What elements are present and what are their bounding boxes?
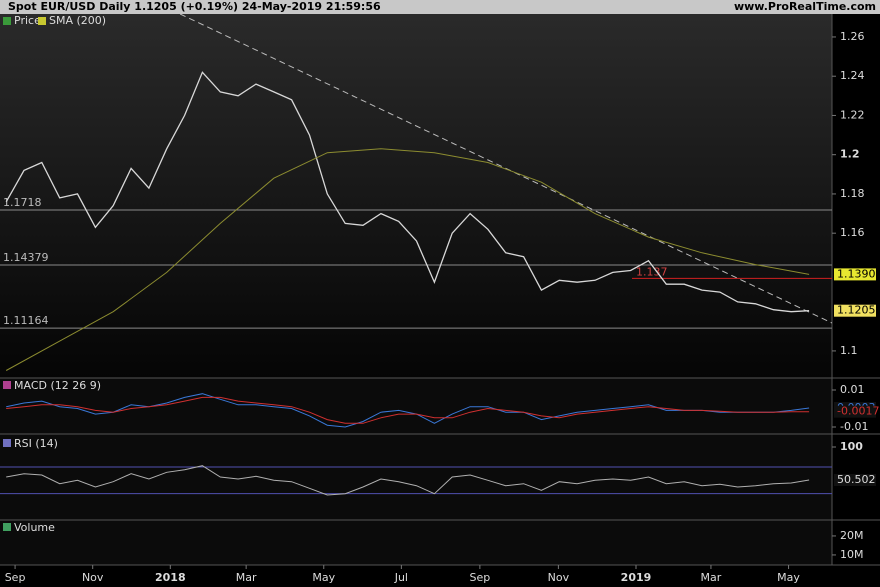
series-line xyxy=(6,396,810,424)
lower-panels xyxy=(0,378,832,565)
y-tick-label: 20M xyxy=(840,529,864,542)
y-tick-label: 1.22 xyxy=(840,108,865,121)
x-tick-label: Sep xyxy=(470,571,491,584)
x-tick-label: May xyxy=(312,571,335,584)
panel-icon xyxy=(3,381,11,389)
last-value-tag-box xyxy=(834,268,876,281)
x-tick-label: Nov xyxy=(548,571,570,584)
last-value-tag: -0.0017 xyxy=(837,405,879,418)
x-tick-label: Nov xyxy=(82,571,104,584)
last-value-tag-box xyxy=(834,405,876,418)
header-title: Spot EUR/USD Daily 1.1205 (+0.19%) 24-Ma… xyxy=(8,0,381,13)
support-label: 1.1718 xyxy=(3,196,42,209)
legend-label: SMA (200) xyxy=(49,14,106,27)
x-tick-label: 2019 xyxy=(621,571,652,584)
last-value-tag: 1.1390 xyxy=(837,267,876,280)
last-value-tag-box xyxy=(834,473,876,486)
panel-title: MACD (12 26 9) xyxy=(14,379,101,392)
x-tick-label: Jul xyxy=(394,571,408,584)
resistance-label: 1.137 xyxy=(636,265,668,278)
y-tick-label: 1.18 xyxy=(840,187,865,200)
y-tick-label: 0.01 xyxy=(840,383,865,396)
panel-title: RSI (14) xyxy=(14,437,58,450)
legend-swatch xyxy=(3,17,11,25)
series-line xyxy=(6,393,810,428)
support-label: 1.14379 xyxy=(3,251,49,264)
y-tick-label: -0.01 xyxy=(840,420,868,433)
y-tick-label: 100 xyxy=(840,440,863,453)
y-tick-label: 1.24 xyxy=(840,69,865,82)
series-line xyxy=(5,71,810,313)
panel-icon xyxy=(3,439,11,447)
y-tick-label: 1.2 xyxy=(840,148,860,161)
series-line xyxy=(5,148,810,371)
x-tick-label: 2018 xyxy=(155,571,186,584)
last-value-tag-box xyxy=(834,304,876,317)
y-tick-label: 1.16 xyxy=(840,226,865,239)
x-tick-label: Mar xyxy=(236,571,257,584)
header-bar xyxy=(0,0,880,14)
y-tick-label: 1.1 xyxy=(840,344,858,357)
last-value-tag: 50.502 xyxy=(837,473,876,486)
support-label: 1.11164 xyxy=(3,314,49,327)
legend-swatch xyxy=(38,17,46,25)
last-value-tag: 1.1205 xyxy=(837,304,876,317)
x-tick-label: Mar xyxy=(701,571,722,584)
main-panel xyxy=(0,14,832,378)
header-site: www.ProRealTime.com xyxy=(734,0,876,13)
series-line xyxy=(6,465,810,496)
panel-icon xyxy=(3,523,11,531)
y-tick-label: 10M xyxy=(840,548,864,561)
x-tick-label: May xyxy=(777,571,800,584)
y-tick-label: 1.26 xyxy=(840,30,865,43)
panel-title: Volume xyxy=(14,521,55,534)
x-tick-label: Sep xyxy=(5,571,26,584)
legend-label: Price xyxy=(14,14,41,27)
